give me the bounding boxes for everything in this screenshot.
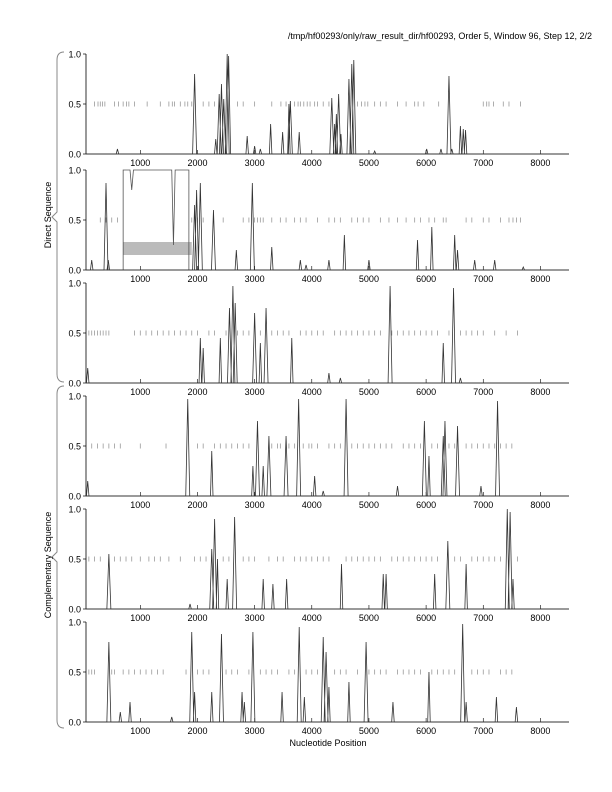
x-tick-label: 4000 <box>302 726 322 736</box>
orf-frame-line <box>122 169 190 270</box>
x-tick-label: 5000 <box>359 274 379 284</box>
y-tick-label: 0.0 <box>68 150 81 160</box>
x-tick-label: 5000 <box>359 726 379 736</box>
x-tick-label: 2000 <box>187 387 207 397</box>
y-tick-label: 0.5 <box>68 216 81 226</box>
x-tick-label: 1000 <box>130 387 150 397</box>
x-tick-label: 6000 <box>416 500 436 510</box>
orf-band <box>123 242 192 255</box>
direct-frame-1-probability-line <box>86 53 569 155</box>
y-tick-label: 0.5 <box>68 668 81 678</box>
complementary-frame-3-probability-line <box>86 623 569 723</box>
x-tick-label: 4000 <box>302 613 322 623</box>
x-tick-label: 4000 <box>302 500 322 510</box>
y-tick-label: 1.0 <box>68 279 81 289</box>
x-tick-label: 2000 <box>187 500 207 510</box>
x-tick-label: 8000 <box>530 500 550 510</box>
x-tick-label: 5000 <box>359 500 379 510</box>
x-tick-label: 1000 <box>130 613 150 623</box>
x-tick-label: 1000 <box>130 726 150 736</box>
x-tick-label: 7000 <box>473 726 493 736</box>
y-tick-label: 1.0 <box>68 505 81 515</box>
x-tick-label: 8000 <box>530 274 550 284</box>
y-tick-label: 1.0 <box>68 392 81 402</box>
complementary-brace <box>51 385 65 729</box>
x-tick-label: 3000 <box>245 387 265 397</box>
y-tick-label: 0.0 <box>68 605 81 615</box>
chart-title: /tmp/hf00293/only/raw_result_dir/hf00293… <box>287 31 592 41</box>
x-tick-label: 3000 <box>245 613 265 623</box>
x-tick-label: 6000 <box>416 726 436 736</box>
x-tick-label: 7000 <box>473 613 493 623</box>
direct-brace <box>51 51 65 383</box>
x-tick-label: 7000 <box>473 158 493 168</box>
x-tick-label: 7000 <box>473 274 493 284</box>
direct-frame-2-probability-line <box>86 182 569 271</box>
x-tick-label: 1000 <box>130 274 150 284</box>
x-tick-label: 6000 <box>416 158 436 168</box>
x-tick-label: 7000 <box>473 387 493 397</box>
y-tick-label: 1.0 <box>68 618 81 628</box>
x-tick-label: 2000 <box>187 274 207 284</box>
x-tick-label: 5000 <box>359 613 379 623</box>
y-tick-label: 0.5 <box>68 329 81 339</box>
y-tick-label: 1.0 <box>68 50 81 60</box>
x-tick-label: 3000 <box>245 726 265 736</box>
x-tick-label: 6000 <box>416 613 436 623</box>
x-tick-label: 4000 <box>302 274 322 284</box>
x-tick-label: 4000 <box>302 158 322 168</box>
y-tick-label: 0.5 <box>68 100 81 110</box>
x-tick-label: 1000 <box>130 158 150 168</box>
y-tick-label: 0.0 <box>68 379 81 389</box>
x-tick-label: 3000 <box>245 274 265 284</box>
y-tick-label: 0.5 <box>68 442 81 452</box>
x-tick-label: 2000 <box>187 613 207 623</box>
direct-frame-3-probability-line <box>86 285 569 384</box>
direct-sequence-label: Direct Sequence <box>43 181 53 249</box>
y-tick-label: 0.0 <box>68 492 81 502</box>
x-axis-label: Nucleotide Position <box>289 738 367 748</box>
x-tick-label: 8000 <box>530 726 550 736</box>
x-tick-label: 7000 <box>473 500 493 510</box>
x-tick-label: 5000 <box>359 387 379 397</box>
complementary-frame-2-probability-line <box>86 508 569 610</box>
x-tick-label: 8000 <box>530 613 550 623</box>
x-tick-label: 5000 <box>359 158 379 168</box>
complementary-sequence-label: Complementary Sequence <box>43 511 53 619</box>
x-tick-label: 3000 <box>245 158 265 168</box>
x-tick-label: 4000 <box>302 387 322 397</box>
y-tick-label: 0.5 <box>68 555 81 565</box>
y-tick-label: 1.0 <box>68 166 81 176</box>
x-tick-label: 6000 <box>416 274 436 284</box>
y-tick-label: 0.0 <box>68 718 81 728</box>
y-tick-label: 0.0 <box>68 266 81 276</box>
x-tick-label: 6000 <box>416 387 436 397</box>
x-tick-label: 1000 <box>130 500 150 510</box>
x-tick-label: 8000 <box>530 387 550 397</box>
x-tick-label: 2000 <box>187 726 207 736</box>
x-tick-label: 3000 <box>245 500 265 510</box>
complementary-frame-1-probability-line <box>86 398 569 497</box>
x-tick-label: 8000 <box>530 158 550 168</box>
x-tick-label: 2000 <box>187 158 207 168</box>
